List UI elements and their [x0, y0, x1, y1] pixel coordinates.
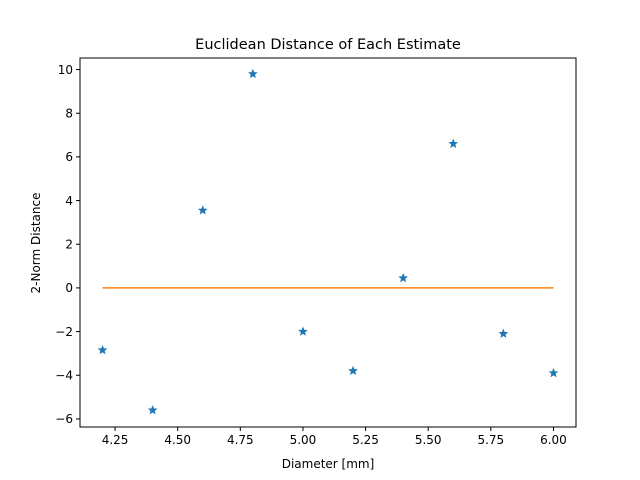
y-tick-label: 6 — [65, 150, 73, 164]
data-point — [448, 138, 459, 148]
y-tick-label: 4 — [65, 194, 73, 208]
data-point — [348, 365, 358, 376]
y-tick-label: 8 — [65, 107, 73, 121]
y-axis-title: 2-Norm Distance — [29, 193, 43, 294]
x-axis-title: Diameter [mm] — [282, 457, 375, 471]
x-tick-label: 5.00 — [290, 433, 317, 447]
x-tick-label: 5.75 — [477, 433, 504, 447]
x-tick-label: 5.25 — [352, 433, 379, 447]
x-tick-label: 5.50 — [415, 433, 442, 447]
data-point — [548, 367, 559, 378]
y-tick-label: 10 — [58, 63, 73, 77]
data-point — [498, 328, 509, 338]
y-tick-label: 2 — [65, 238, 73, 252]
plot-area: 4.25 4.50 4.75 5.00 5.25 5.50 5.75 6.00 −6 −4 −2 0 2… — [55, 57, 577, 447]
data-point — [248, 68, 258, 79]
data-point — [197, 205, 208, 215]
x-tick-label: 4.75 — [227, 433, 254, 447]
x-tick-label: 4.25 — [102, 433, 129, 447]
y-tick-label: −4 — [55, 369, 73, 383]
y-tick-label: −6 — [55, 412, 73, 426]
data-point — [97, 345, 108, 355]
data-point — [147, 405, 158, 415]
x-tick-label: 6.00 — [540, 433, 567, 447]
y-tick-label: −2 — [55, 325, 73, 339]
chart-title: Euclidean Distance of Each Estimate — [195, 37, 461, 53]
x-tick-label: 4.50 — [164, 433, 191, 447]
y-tick-label: 0 — [65, 281, 73, 295]
plot-frame — [79, 57, 577, 428]
data-point — [398, 272, 408, 283]
data-point — [298, 326, 308, 336]
